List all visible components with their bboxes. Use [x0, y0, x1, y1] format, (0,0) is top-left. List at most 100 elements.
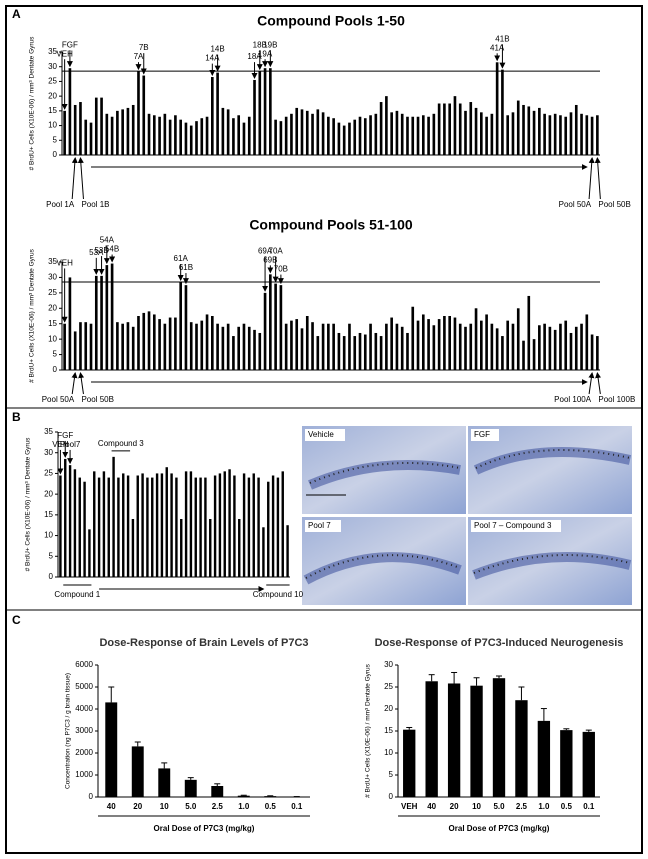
bar [374, 332, 378, 370]
bar [269, 68, 272, 155]
bar [411, 116, 415, 155]
bar [84, 322, 88, 370]
y-axis-label: # BrdU+ Cells (X10E-06) / mm³ Dentate Gy… [25, 437, 32, 572]
bar [226, 323, 230, 370]
bar [209, 519, 212, 577]
bar [411, 306, 415, 370]
bar [59, 475, 62, 577]
bar-label: VEH [52, 440, 69, 449]
bar [68, 68, 72, 155]
bar [199, 477, 202, 577]
bar [160, 473, 164, 577]
y-tick-label: 10 [48, 334, 57, 343]
bar-label: 69A [258, 246, 273, 255]
bar [228, 469, 231, 577]
pool-label: Pool 100A [554, 395, 592, 404]
bar [432, 113, 436, 155]
bar [79, 102, 82, 155]
bar [68, 465, 72, 577]
bar [152, 115, 156, 155]
bar [580, 113, 583, 155]
bar [421, 314, 425, 370]
bar [263, 68, 267, 155]
bar [100, 275, 103, 370]
bar [232, 118, 235, 155]
bar [284, 116, 288, 155]
pool-label: Pool 1B [81, 200, 109, 209]
bar-label: 41B [495, 34, 509, 43]
x-axis-label: Oral Dose of P7C3 (mg/kg) [449, 824, 550, 833]
y-tick-label: 15 [48, 319, 57, 328]
y-tick-label: 20 [48, 303, 57, 312]
bar [211, 786, 224, 797]
bar [189, 125, 193, 155]
image-label: FGF [474, 430, 490, 439]
pool-label: Pool 50B [81, 395, 113, 404]
y-tick-label: 4000 [75, 704, 93, 713]
x-tick-label: 0.1 [291, 802, 303, 811]
bar [179, 282, 182, 370]
image-label-box [305, 429, 345, 441]
bar [538, 107, 541, 155]
chart-title: Dose-Response of Brain Levels of P7C3 [99, 637, 308, 649]
bar-label: 70B [274, 265, 288, 274]
bar [184, 779, 197, 797]
bar [342, 125, 346, 155]
x-axis-label: Oral Dose of P7C3 (mg/kg) [154, 824, 255, 833]
pool-label: Pool 50B [598, 200, 630, 209]
bar [564, 116, 568, 155]
bar [184, 122, 188, 155]
bar [73, 469, 77, 577]
bar [68, 277, 72, 370]
bar [574, 326, 578, 370]
bar [527, 106, 531, 155]
bar [218, 473, 222, 577]
y-tick-label: 15 [44, 510, 53, 519]
bar [233, 475, 236, 577]
image-label-box [305, 520, 341, 532]
bar [470, 685, 483, 797]
bar [348, 323, 351, 370]
bar [569, 332, 573, 370]
bar-label: VEH [56, 49, 73, 58]
bar [564, 320, 568, 370]
bar [107, 477, 110, 577]
bar [269, 274, 272, 370]
bar [258, 332, 262, 370]
bar [142, 75, 146, 155]
bar [490, 113, 494, 155]
y-tick-label: 25 [48, 77, 57, 86]
bar [395, 110, 399, 155]
bar [151, 477, 154, 577]
bar [147, 113, 151, 155]
bar [516, 100, 520, 155]
bar-label: 14B [210, 45, 224, 54]
bar [427, 319, 430, 370]
bar [279, 121, 283, 155]
micrographs: Vehicle FGF Pool 7 Pool 7 – Compound 3 [302, 426, 632, 605]
bar [237, 115, 241, 155]
bar-label: FGF [57, 431, 73, 440]
y-tick-label: 0 [389, 792, 394, 801]
bar [427, 116, 430, 155]
bar [100, 97, 103, 155]
bar [88, 529, 91, 577]
bar [121, 323, 124, 370]
bar-label: 61B [179, 263, 193, 272]
pool-label: Pool 100B [598, 395, 635, 404]
bar [443, 316, 446, 370]
bar [73, 104, 77, 155]
bar [548, 115, 552, 155]
bar-label: 53B [94, 246, 108, 255]
bar [332, 323, 335, 370]
bar [448, 103, 451, 155]
bar [348, 122, 351, 155]
bar [117, 477, 120, 577]
bar [116, 322, 119, 370]
bar [447, 683, 461, 797]
x-tick-label: 1.0 [538, 802, 550, 811]
bar [425, 681, 438, 797]
image-label: Pool 7 – Compound 3 [474, 521, 552, 530]
bar [532, 339, 536, 370]
bar [432, 325, 436, 370]
